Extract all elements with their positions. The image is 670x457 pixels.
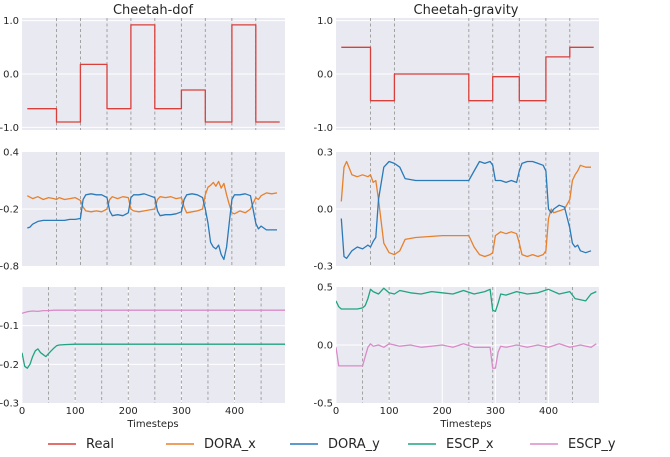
legend: Real DORA_x DORA_y ESCP_x ESCP_y [48,437,616,452]
ytick-label: -0.2 [0,360,19,371]
ytick-label: -0.8 [0,262,19,273]
ytick-label: -0.2 [0,205,19,216]
ytick-label: 0.3 [317,148,333,159]
series-line [26,180,278,215]
series-line [340,160,592,260]
ytick-label: -1.0 [0,123,19,134]
ytick-label: 1.0 [3,16,19,27]
ytick-label: 0.0 [317,70,333,81]
xtick-label: 100 [380,406,399,417]
series-line [341,46,594,102]
legend-item-dora-y: DORA_y [290,437,380,452]
ytick-label: 0.5 [317,283,333,294]
ytick-label: 1.0 [317,16,333,27]
ytick-label: 0.0 [3,70,19,81]
panel-right-escp: 0.5 0.0 -0.50 100 200 300 400 [313,283,599,417]
panel-left-real: 1.0 0.0 -1.0 [0,16,285,134]
xtick-label: 400 [225,406,244,417]
xtick-label: 300 [486,406,505,417]
xtick-label: 200 [119,406,138,417]
xtick-label: 300 [172,406,191,417]
xlabel-right: Timesteps [439,419,491,430]
ytick-label: -0.1 [0,321,19,332]
panel-left-escp: -0.1 -0.2 -0.30 100 200 300 400 [0,287,285,417]
ytick-label: -0.5 [313,399,333,410]
series-line [27,193,277,261]
ytick-label: 0.0 [317,341,333,352]
xtick-label: 0 [333,406,339,417]
xtick-label: 400 [539,406,558,417]
series-line [22,309,285,314]
legend-item-escp-x: ESCP_x [408,437,494,452]
ytick-label: -0.3 [0,399,19,410]
series-line [336,287,597,313]
xtick-label: 100 [66,406,85,417]
panel-left-dora: 0.4 -0.2 -0.8 [0,148,285,273]
series-line [340,160,591,258]
ytick-label: -0.3 [313,262,333,273]
ytick-label: 0.0 [317,205,333,216]
series-line [22,343,285,369]
ytick-label: 0.4 [3,148,19,159]
xtick-label: 0 [19,406,25,417]
legend-label: DORA_y [328,437,380,452]
series-line [27,24,280,123]
legend-item-dora-x: DORA_x [166,437,256,452]
legend-label: DORA_x [204,437,256,452]
title-left: Cheetah-dof [113,3,194,18]
xlabel-left: Timesteps [126,419,178,430]
title-right: Cheetah-gravity [414,3,519,18]
legend-label: Real [86,437,114,452]
xtick-label: 200 [433,406,452,417]
legend-item-escp-y: ESCP_y [530,437,616,452]
legend-label: ESCP_x [446,437,494,452]
panel-right-dora: 0.3 0.0 -0.3 [313,148,599,273]
legend-label: ESCP_y [568,437,616,452]
ytick-label: -1.0 [313,123,333,134]
series-line [336,343,597,369]
legend-item-real: Real [48,437,114,452]
chart-panels: 1.00.0-1.00.4-0.2-0.8-0.1-0.2-0.30 100 200… [0,16,599,417]
panel-right-real: 1.0 0.0 -1.0 [313,16,599,134]
